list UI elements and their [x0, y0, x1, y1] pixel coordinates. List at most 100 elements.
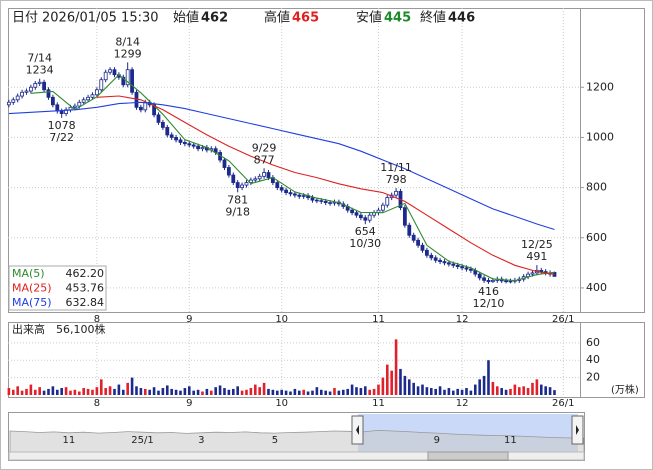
candle-body	[94, 89, 99, 96]
candle-body	[407, 224, 412, 236]
candle-body	[416, 239, 420, 246]
candle-body	[156, 114, 161, 123]
volume-bar	[487, 360, 490, 395]
candle-body	[429, 254, 434, 259]
annotation-date: 12/25	[521, 238, 553, 251]
volume-bar	[183, 388, 187, 395]
y-tick-label: 60	[586, 336, 600, 349]
scrollbar-track	[8, 451, 585, 461]
volume-bar	[363, 386, 367, 395]
volume-bar	[262, 382, 266, 395]
annotation-date: 8/14	[115, 35, 140, 48]
candle-body	[15, 95, 20, 101]
candle-body	[130, 69, 134, 93]
volume-bar	[20, 390, 24, 395]
x-tick-label: 8	[94, 314, 100, 325]
volume-bar	[306, 391, 310, 395]
volume-bar	[535, 379, 539, 395]
volume-bar	[73, 389, 77, 395]
navigator-area	[9, 429, 585, 453]
candle-body	[121, 76, 126, 86]
volume-bar	[126, 382, 129, 395]
legend-box	[8, 265, 107, 311]
volume-bar	[29, 384, 33, 395]
volume-unit: (万株)	[611, 383, 639, 396]
volume-bar	[38, 387, 41, 395]
candle-body	[182, 142, 187, 145]
volume-bar	[148, 389, 151, 395]
navigator-tick-label: 11	[504, 435, 517, 446]
volume-bar	[460, 389, 464, 395]
high-label: 高値	[264, 10, 290, 26]
navigator-tick-label: 11	[63, 435, 76, 446]
candle-body	[275, 182, 280, 188]
candle-body	[231, 174, 236, 183]
volume-bar	[399, 368, 402, 395]
candle-body	[323, 200, 328, 204]
volume-bar	[99, 379, 103, 395]
candle-body	[235, 182, 240, 188]
annotation-value: 416	[478, 285, 499, 298]
annotation-date: 9/18	[225, 205, 250, 218]
volume-bar	[368, 389, 371, 395]
legend-value: 453.76	[66, 282, 105, 295]
candle-body	[310, 197, 315, 201]
candle-body	[178, 139, 183, 143]
volume-bar	[91, 389, 94, 395]
candle-body	[90, 94, 95, 98]
candle-body	[504, 280, 508, 283]
volume-bar	[394, 339, 398, 395]
navigator-tick-label: 5	[272, 435, 278, 446]
candle-body	[24, 90, 29, 93]
candle-body	[244, 182, 249, 186]
volume-bar	[152, 387, 156, 395]
volume-bar	[223, 388, 226, 395]
candle-body	[402, 207, 407, 226]
annotation-date: 9/29	[252, 141, 277, 154]
volume-bar	[280, 389, 283, 395]
candle-body	[200, 147, 205, 150]
volume-bar	[161, 388, 165, 395]
volume-bar	[372, 388, 376, 395]
volume-bar	[385, 364, 389, 395]
volume-bar	[117, 384, 121, 395]
candle-body	[464, 267, 469, 270]
volume-bar	[412, 382, 415, 395]
high-value: 465	[292, 11, 319, 26]
x-tick-label: 9	[186, 398, 192, 409]
annotation-value: 491	[526, 250, 547, 263]
volume-bar	[421, 384, 424, 395]
volume-bar	[135, 386, 138, 395]
candle-body	[363, 217, 368, 221]
datetime: 2026/01/05 15:30	[42, 11, 159, 26]
candle-body	[81, 99, 86, 103]
candle-body	[539, 269, 544, 273]
volume-bar	[214, 387, 217, 395]
volume-bar	[482, 375, 486, 395]
price-panel	[8, 8, 645, 313]
candle-body	[460, 266, 464, 269]
scrollbar-thumb[interactable]	[427, 451, 509, 461]
header: 日付 2026/01/05 15:30 始値 462 高値 465 安値 445…	[12, 10, 475, 26]
candle-body	[152, 104, 156, 116]
annotation-value: 798	[386, 173, 407, 186]
volume-bar	[447, 388, 451, 395]
candle-body	[77, 101, 82, 107]
candle-body	[508, 280, 513, 283]
volume-bar	[236, 386, 239, 395]
candle-body	[424, 249, 429, 256]
x-tick-label: 12	[456, 314, 469, 325]
volume-bar	[42, 390, 46, 395]
annotation-value: 654	[355, 225, 376, 238]
volume-bar	[253, 384, 257, 395]
volume-bar	[47, 388, 50, 395]
annotation-date: 7/14	[27, 52, 52, 65]
candle-body	[240, 184, 244, 188]
annotation-value: 1299	[114, 47, 142, 60]
legend-label: MA(75)	[12, 296, 52, 309]
volume-bar	[130, 377, 134, 395]
candle-body	[196, 145, 200, 150]
low-value: 445	[384, 11, 411, 26]
moving-average-line	[8, 101, 555, 231]
volume-bar	[553, 390, 556, 395]
